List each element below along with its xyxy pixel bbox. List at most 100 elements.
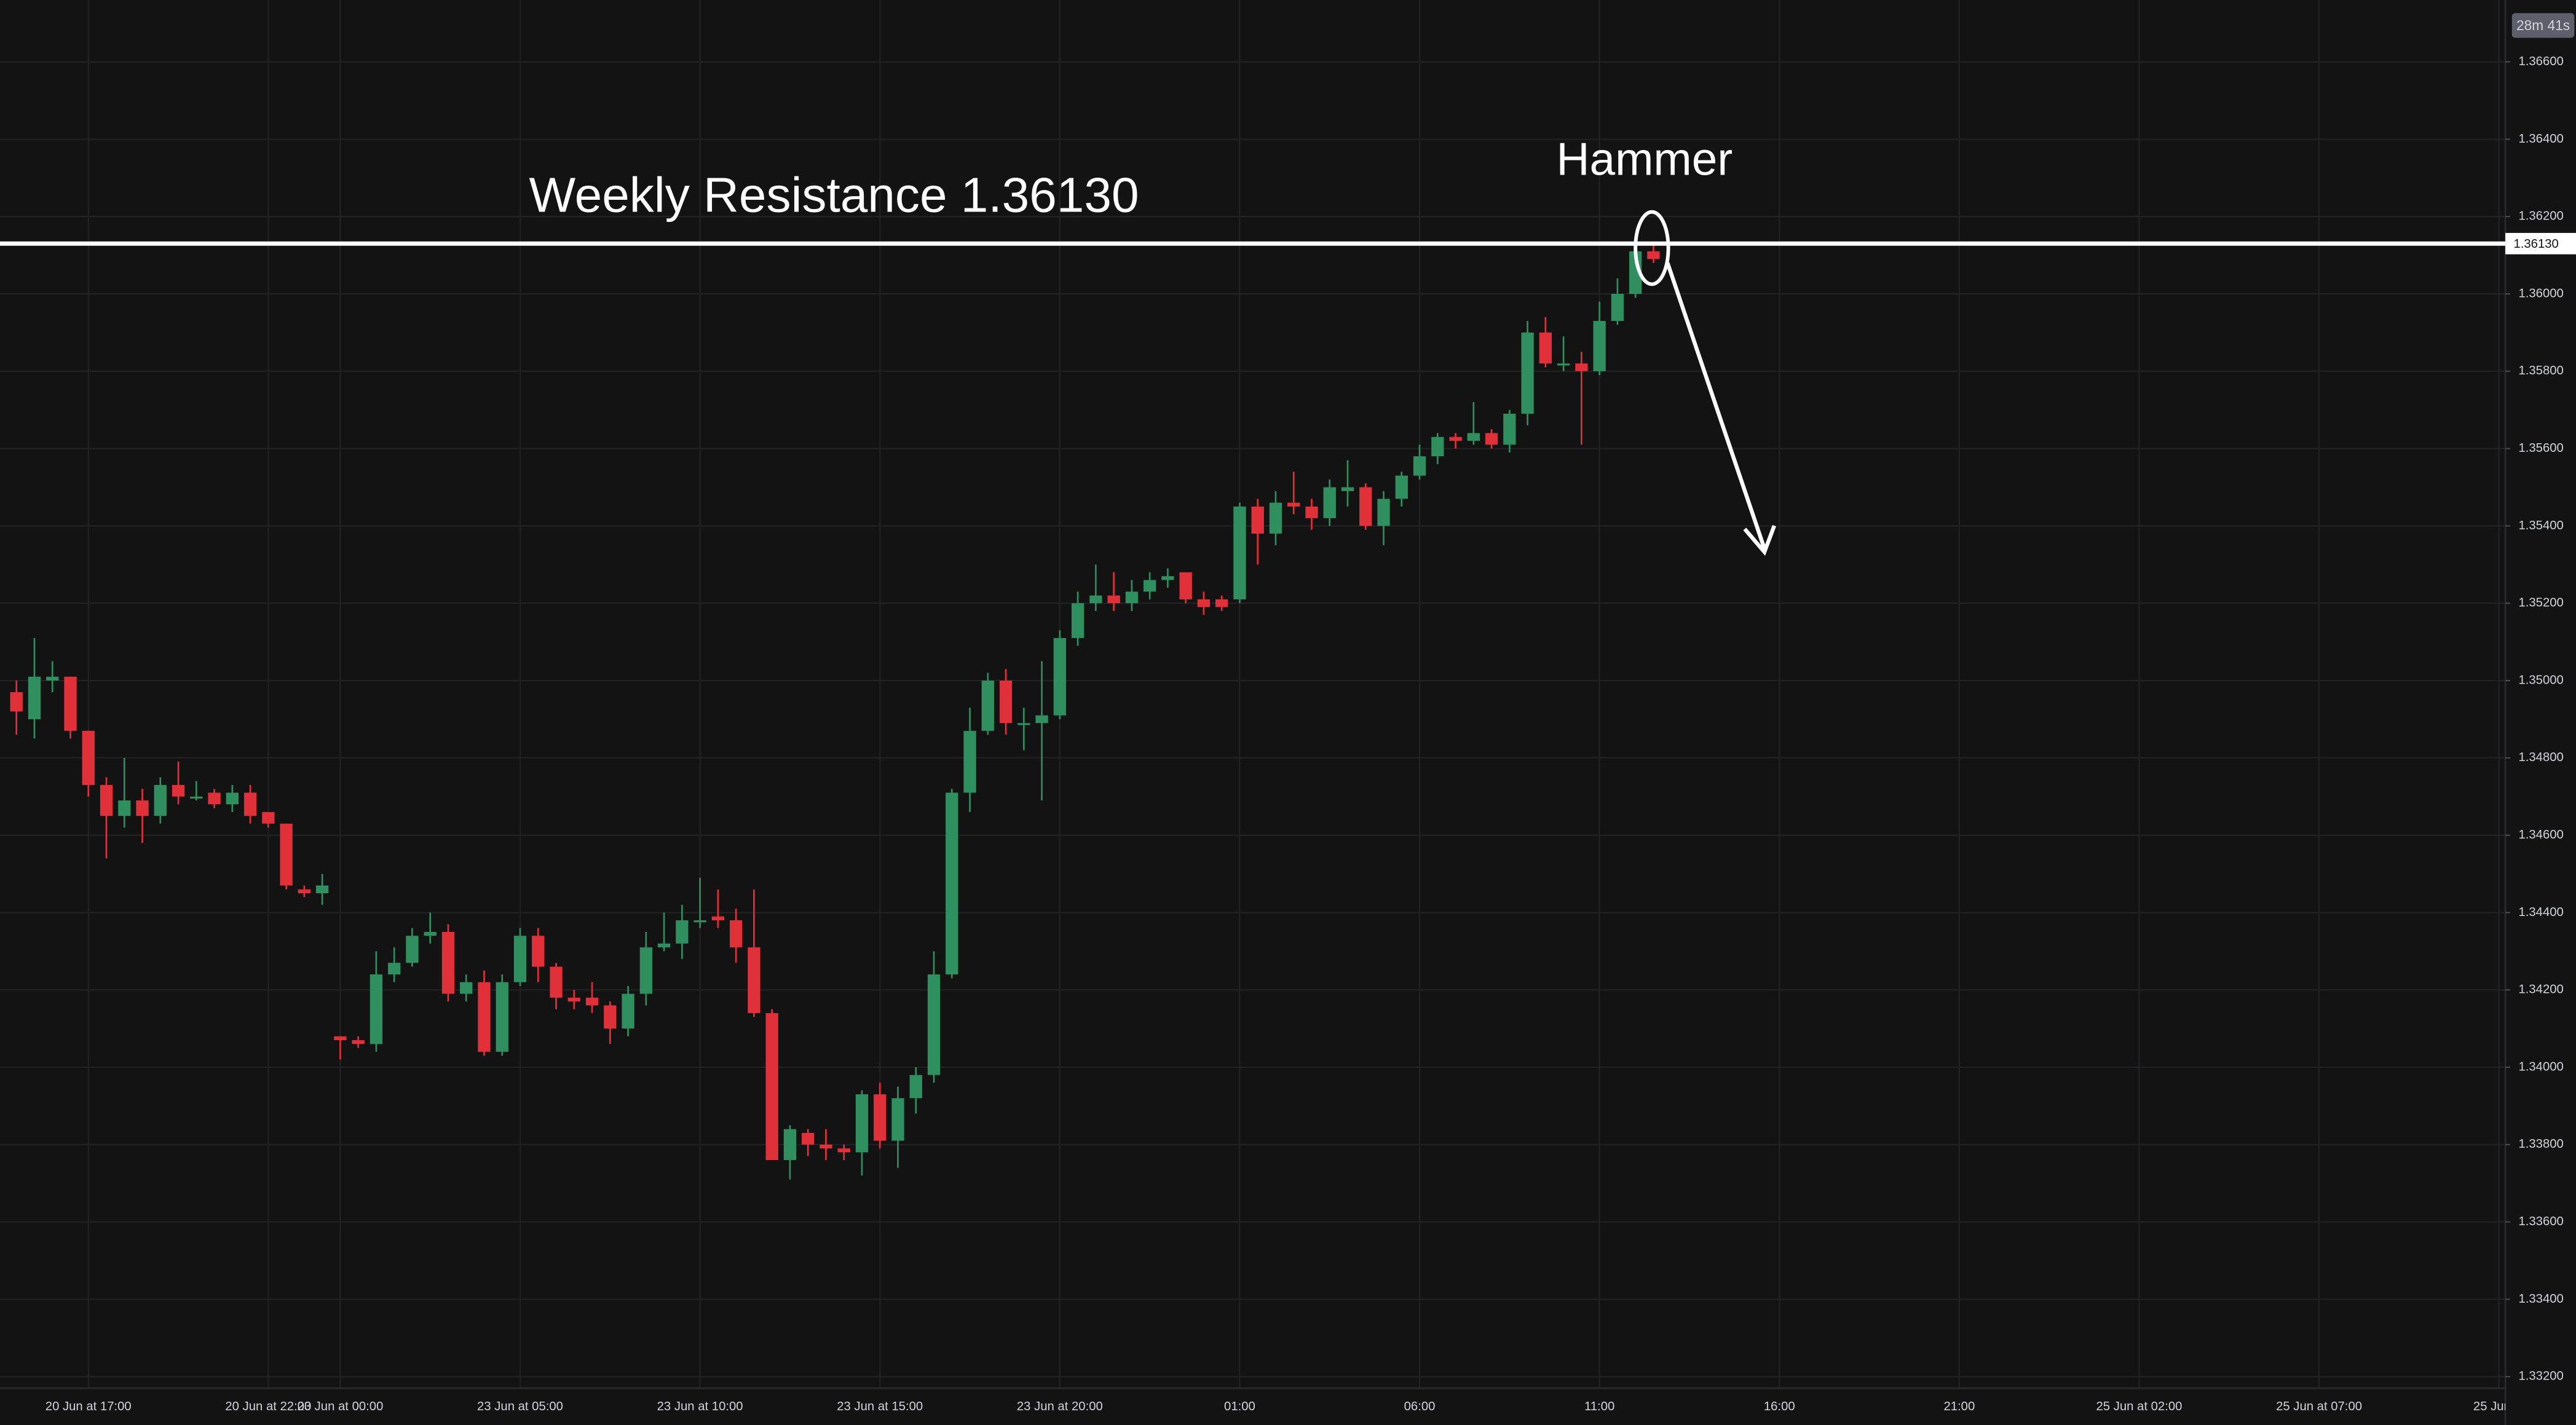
y-tick-label: 1.34400 [2518,906,2563,919]
x-tick-label: 23 Jun at 00:00 [297,1400,383,1413]
candle-body [1071,603,1085,638]
candle-body [927,974,941,1075]
candle-body [46,676,59,681]
candle-body [1575,363,1588,371]
candle-body [1611,294,1624,322]
price-axis: 1.33200 1.33400 1.33600 1.33800 1.34000 1.342… [2505,55,2564,1383]
timer-box [2511,13,2575,38]
candle-body [693,920,706,923]
y-tick-label: 1.33600 [2518,1215,2563,1228]
y-tick-label: 1.35000 [2518,673,2563,687]
candle-body [729,920,743,948]
candle-body [855,1094,869,1153]
candle-body [406,936,419,963]
candle-body [999,681,1013,724]
candle-body [243,792,257,816]
x-tick-label: 21:00 [1943,1400,1975,1413]
x-tick-label: 20 Jun at 17:00 [45,1400,132,1413]
x-tick-label: 23 Jun at 15:00 [837,1400,923,1413]
candle-body [1035,715,1048,724]
candle-body [82,730,95,785]
candle-body [460,982,473,994]
candle-body [1629,251,1642,294]
candle-body [64,676,77,731]
candle-body [1323,487,1336,518]
candle-body [1431,436,1444,457]
pattern-text: Hammer [1556,133,1732,184]
arrow-shaft [1665,262,1766,550]
y-tick-label: 1.35200 [2518,596,2563,610]
y-tick-label: 1.34800 [2518,751,2563,764]
candle-body [513,936,527,982]
candle-body [963,730,976,793]
candle-body [874,1094,887,1141]
candle-body [1395,475,1408,499]
candle-body [478,982,491,1052]
candle-body [891,1098,904,1141]
candle-body [280,823,293,886]
candle-body [604,1005,617,1029]
candle-body [1503,414,1516,445]
candle-body [28,676,41,719]
y-tick-label: 1.33400 [2518,1292,2563,1306]
x-tick-label: 06:00 [1404,1400,1436,1413]
candle-body [388,963,401,975]
candle-body [1215,599,1228,607]
candle-body [1197,599,1211,607]
candle-body [1089,595,1102,604]
y-tick-label: 1.33800 [2518,1137,2563,1151]
x-tick-label: 11:00 [1584,1400,1614,1413]
candle-body [1179,572,1192,599]
candle-body [496,982,508,1052]
candle-body [1377,499,1390,526]
candle-body [550,966,563,998]
y-tick-label: 1.35400 [2518,519,2563,532]
candle-body [622,993,634,1029]
candle-body [676,920,689,944]
candle-body [1593,321,1606,371]
resistance-text: Weekly Resistance 1.36130 [529,167,1139,223]
candle-body [190,796,203,799]
x-tick-label: 23 Jun at 05:00 [477,1400,563,1413]
candle-body [262,811,275,824]
candle-body [118,800,131,816]
x-tick-label: 23 Jun at 20:00 [1017,1400,1103,1413]
y-tick-label: 1.36000 [2518,286,2563,300]
candle-body [783,1129,797,1161]
candle-body [585,997,599,1006]
candle-body [837,1148,850,1153]
candles [10,243,1660,1180]
candle-body [424,931,437,936]
candle-body [1485,433,1498,445]
annotations: Weekly Resistance 1.36130 Hammer 28m 41s… [0,13,2576,556]
resistance-price-box [2505,232,2576,255]
candle-body [532,936,545,967]
candle-body [1557,363,1570,366]
candle-body [10,692,23,712]
candle-body [172,784,185,797]
candle-body [1341,487,1354,491]
y-tick-label: 1.34000 [2518,1060,2563,1073]
candle-body [1413,456,1426,476]
candle-body [1269,502,1282,534]
candle-body [441,931,455,994]
candle-body [657,943,671,948]
candle-body [1521,332,1534,414]
candle-body [567,997,580,1002]
candle-body [820,1144,832,1149]
x-tick-label: 25 Jun at 07:00 [2276,1400,2362,1413]
candle-body [909,1075,922,1099]
x-tick-label: 16:00 [1764,1400,1795,1413]
candle-body [639,947,652,994]
candle-body [226,792,239,805]
x-tick-label: 23 Jun at 10:00 [657,1400,743,1413]
candle-body [136,800,149,816]
x-tick-label: 01:00 [1224,1400,1255,1413]
candle-body [1251,507,1264,534]
candle-body [802,1132,815,1145]
x-tick-label: 25 Jun at 02:00 [2096,1400,2182,1413]
